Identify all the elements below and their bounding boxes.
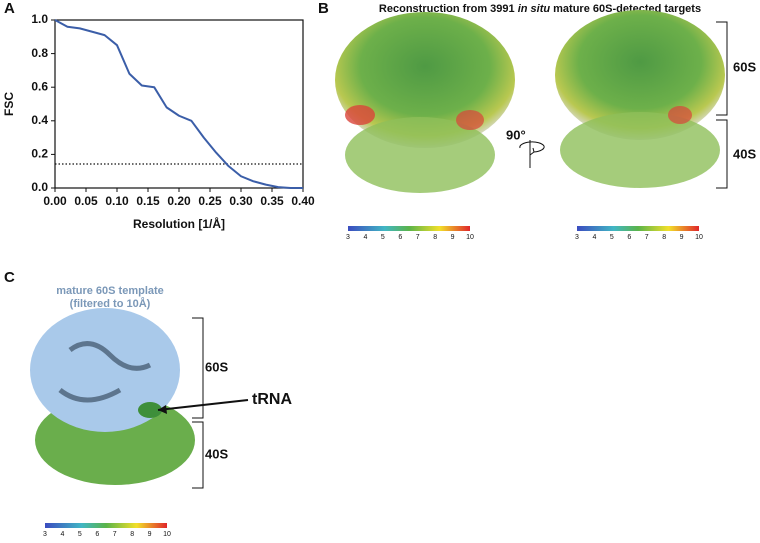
y-tick-label: 0.4	[31, 113, 48, 127]
colorbar-tick-label: 4	[60, 531, 64, 538]
colorbar-tick-label: 3	[346, 234, 350, 241]
colorbar-tick-label: 3	[575, 234, 579, 241]
colorbar-tick-label: 9	[680, 234, 684, 241]
colorbar-tick-label: 3	[43, 531, 47, 538]
title-part: mature 60S-detected targets	[550, 3, 701, 15]
template-label: mature 60S template	[56, 285, 164, 297]
colorbar-tick-label: 5	[381, 234, 385, 241]
template-overlay	[30, 308, 195, 485]
density-map	[335, 10, 725, 193]
colorbar	[45, 523, 167, 528]
subunit-label: 60S	[205, 359, 228, 374]
x-tick-label: 0.05	[74, 194, 98, 208]
x-tick-label: 0.30	[229, 194, 253, 208]
x-tick-label: 0.40	[291, 194, 315, 208]
colorbar-tick-label: 10	[695, 234, 703, 241]
x-tick-label: 0.25	[198, 194, 222, 208]
x-tick-label: 0.35	[260, 194, 284, 208]
colorbars: 3 4 5 6 7 8 9 10 3 4 5 6 7 8 9 10 3 4 5 6 7 8 9 10	[43, 226, 703, 538]
panel-label: B	[318, 0, 329, 17]
rotation-label: 90°	[506, 127, 526, 142]
colorbar-tick-label: 6	[627, 234, 631, 241]
colorbar-tick-label: 10	[163, 531, 171, 538]
colorbar	[577, 226, 699, 231]
panel-title: Reconstruction from 3991 in situ mature …	[379, 3, 701, 15]
y-tick-label: 0.2	[31, 147, 48, 161]
title-part: Reconstruction from 3991	[379, 3, 518, 15]
colorbar-tick-label: 8	[662, 234, 666, 241]
colorbar	[348, 226, 470, 231]
y-tick-label: 0.0	[31, 180, 48, 194]
colorbar-tick-label: 4	[592, 234, 596, 241]
fsc-curve	[54, 19, 303, 189]
panel-label: C	[4, 269, 15, 286]
colorbar-tick-label: 5	[78, 531, 82, 538]
subunit-label: 40S	[205, 446, 228, 461]
colorbar-tick-label: 7	[416, 234, 420, 241]
colorbar-tick-label: 8	[130, 531, 134, 538]
x-tick-label: 0.00	[43, 194, 67, 208]
trna-label: tRNA	[252, 391, 292, 408]
colorbar-tick-label: 9	[451, 234, 455, 241]
plot-frame	[54, 19, 304, 189]
template-label: (filtered to 10Å)	[70, 297, 151, 310]
bracket	[192, 21, 728, 489]
colorbar-tick-label: 7	[645, 234, 649, 241]
colorbar-tick-label: 9	[148, 531, 152, 538]
colorbar-tick-label: 6	[398, 234, 402, 241]
x-tick-label: 0.10	[105, 194, 129, 208]
arrow	[157, 399, 249, 411]
colorbar-tick-label: 7	[113, 531, 117, 538]
colorbar-tick-label: 5	[610, 234, 614, 241]
fsc-chart: 0.00 0.05 0.10 0.15 0.20 0.25 0.30 0.35 0.40 0.0 0…	[2, 12, 315, 231]
subunit-label: 60S	[733, 59, 756, 74]
y-tick-label: 1.0	[31, 12, 48, 26]
arrow	[158, 405, 167, 414]
y-axis-label: FSC	[2, 92, 16, 116]
subunit-label: 40S	[733, 146, 756, 161]
colorbar-tick-label: 6	[95, 531, 99, 538]
colorbar-tick-label: 4	[363, 234, 367, 241]
x-axis-label: Resolution [1/Å]	[133, 216, 225, 231]
colorbar-tick-label: 8	[433, 234, 437, 241]
x-tick-label: 0.15	[136, 194, 160, 208]
y-tick-label: 0.8	[31, 46, 48, 60]
x-tick-label: 0.20	[167, 194, 191, 208]
colorbar-tick-label: 10	[466, 234, 474, 241]
y-tick-label: 0.6	[31, 79, 48, 93]
panel-label: A	[4, 0, 15, 17]
title-part: in situ	[518, 3, 551, 15]
